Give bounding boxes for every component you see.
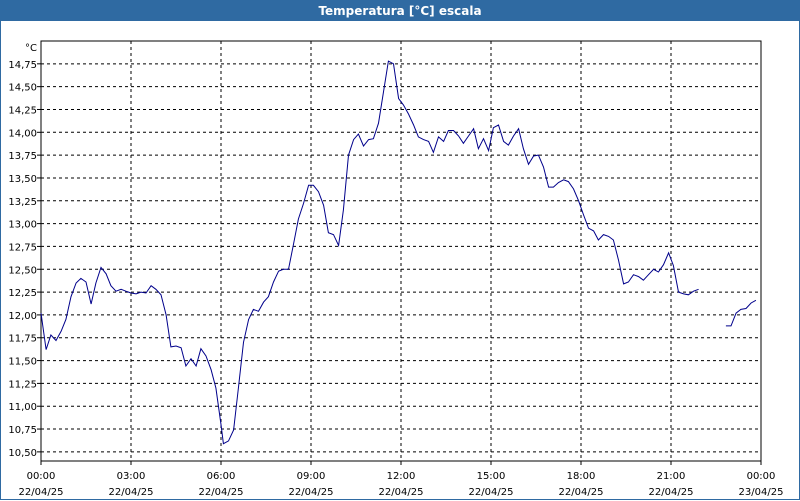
x-tick-time: 00:00: [747, 471, 776, 482]
y-tick-label: 13,00: [8, 220, 37, 231]
x-tick-date: 22/04/25: [109, 487, 154, 498]
x-tick-time: 12:00: [387, 471, 416, 482]
window-title: Temperatura [°C] escala: [1, 1, 799, 21]
x-tick-time: 03:00: [117, 471, 146, 482]
series-line-segment: [40, 60, 699, 445]
x-tick-labels: 00:00 22/04/25 03:00 22/04/25 06:00 22/04/25 0…: [19, 461, 784, 498]
x-tick-time: 09:00: [297, 471, 326, 482]
x-tick-time: 06:00: [207, 471, 236, 482]
y-tick-label: 11,75: [8, 334, 37, 345]
y-tick-label: 14,00: [8, 128, 37, 139]
x-tick-date: 22/04/25: [19, 487, 64, 498]
series-line-segment: [725, 299, 757, 327]
x-tick-date: 22/04/25: [289, 487, 334, 498]
y-axis-unit-label: °C: [25, 43, 37, 54]
y-tick-label: 14,50: [8, 83, 37, 94]
y-tick-label: 13,50: [8, 174, 37, 185]
y-tick-label: 12,75: [8, 242, 37, 253]
x-tick-time: 18:00: [567, 471, 596, 482]
y-tick-label: 11,50: [8, 357, 37, 368]
y-tick-label: 14,75: [8, 60, 37, 71]
y-tick-label: 14,25: [8, 105, 37, 116]
y-tick-label: 10,50: [8, 448, 37, 459]
y-tick-label: 11,25: [8, 379, 37, 390]
x-tick-date: 22/04/25: [379, 487, 424, 498]
x-tick-date: 23/04/25: [739, 487, 784, 498]
x-tick-date: 22/04/25: [469, 487, 514, 498]
temperature-series: [40, 60, 757, 445]
y-tick-label: 12,00: [8, 311, 37, 322]
y-tick-label: 13,25: [8, 197, 37, 208]
y-tick-labels: 10,50 10,75 11,00 11,25 11,50 11,75 12,00 12,25…: [8, 60, 41, 459]
x-tick-time: 15:00: [477, 471, 506, 482]
grid-lines: [41, 41, 761, 461]
x-tick-time: 00:00: [27, 471, 56, 482]
x-tick-date: 22/04/25: [649, 487, 694, 498]
x-tick-date: 22/04/25: [199, 487, 244, 498]
x-tick-time: 21:00: [657, 471, 686, 482]
y-tick-label: 10,75: [8, 425, 37, 436]
y-tick-label: 12,50: [8, 265, 37, 276]
y-tick-label: 12,25: [8, 288, 37, 299]
x-tick-date: 22/04/25: [559, 487, 604, 498]
y-tick-label: 11,00: [8, 402, 37, 413]
y-tick-label: 13,75: [8, 151, 37, 162]
